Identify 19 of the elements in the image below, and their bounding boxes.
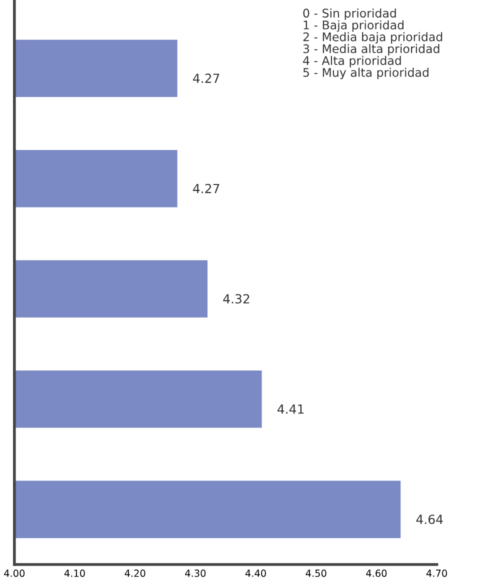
annotation: 1 - Baja prioridad [304, 20, 404, 32]
x-tick-label: 4.00 [4, 570, 25, 577]
x-tick-label: 4.50 [306, 570, 326, 577]
data-label: 4.41 [278, 404, 304, 414]
annotation: 4 - Alta prioridad [303, 56, 401, 68]
annotation: 5 - Muy alta prioridad [303, 68, 428, 80]
x-tick-label: 4.10 [64, 570, 85, 577]
annotation: 0 - Sin prioridad [303, 8, 396, 20]
data-label: 4.32 [223, 294, 250, 304]
data-label: 4.27 [193, 74, 220, 83]
x-tick-label: 4.20 [124, 570, 146, 577]
data-label: 4.64 [416, 514, 443, 524]
annotation: 2 - Media baja prioridad [303, 32, 442, 44]
x-tick-label: 4.40 [245, 570, 266, 577]
annotation: 3 - Media alta prioridad [303, 44, 440, 56]
data-label: 4.27 [193, 184, 220, 194]
x-tick-label: 4.60 [366, 570, 387, 577]
x-tick-label: 4.30 [185, 570, 206, 577]
x-tick-label: 4.70 [426, 570, 447, 577]
